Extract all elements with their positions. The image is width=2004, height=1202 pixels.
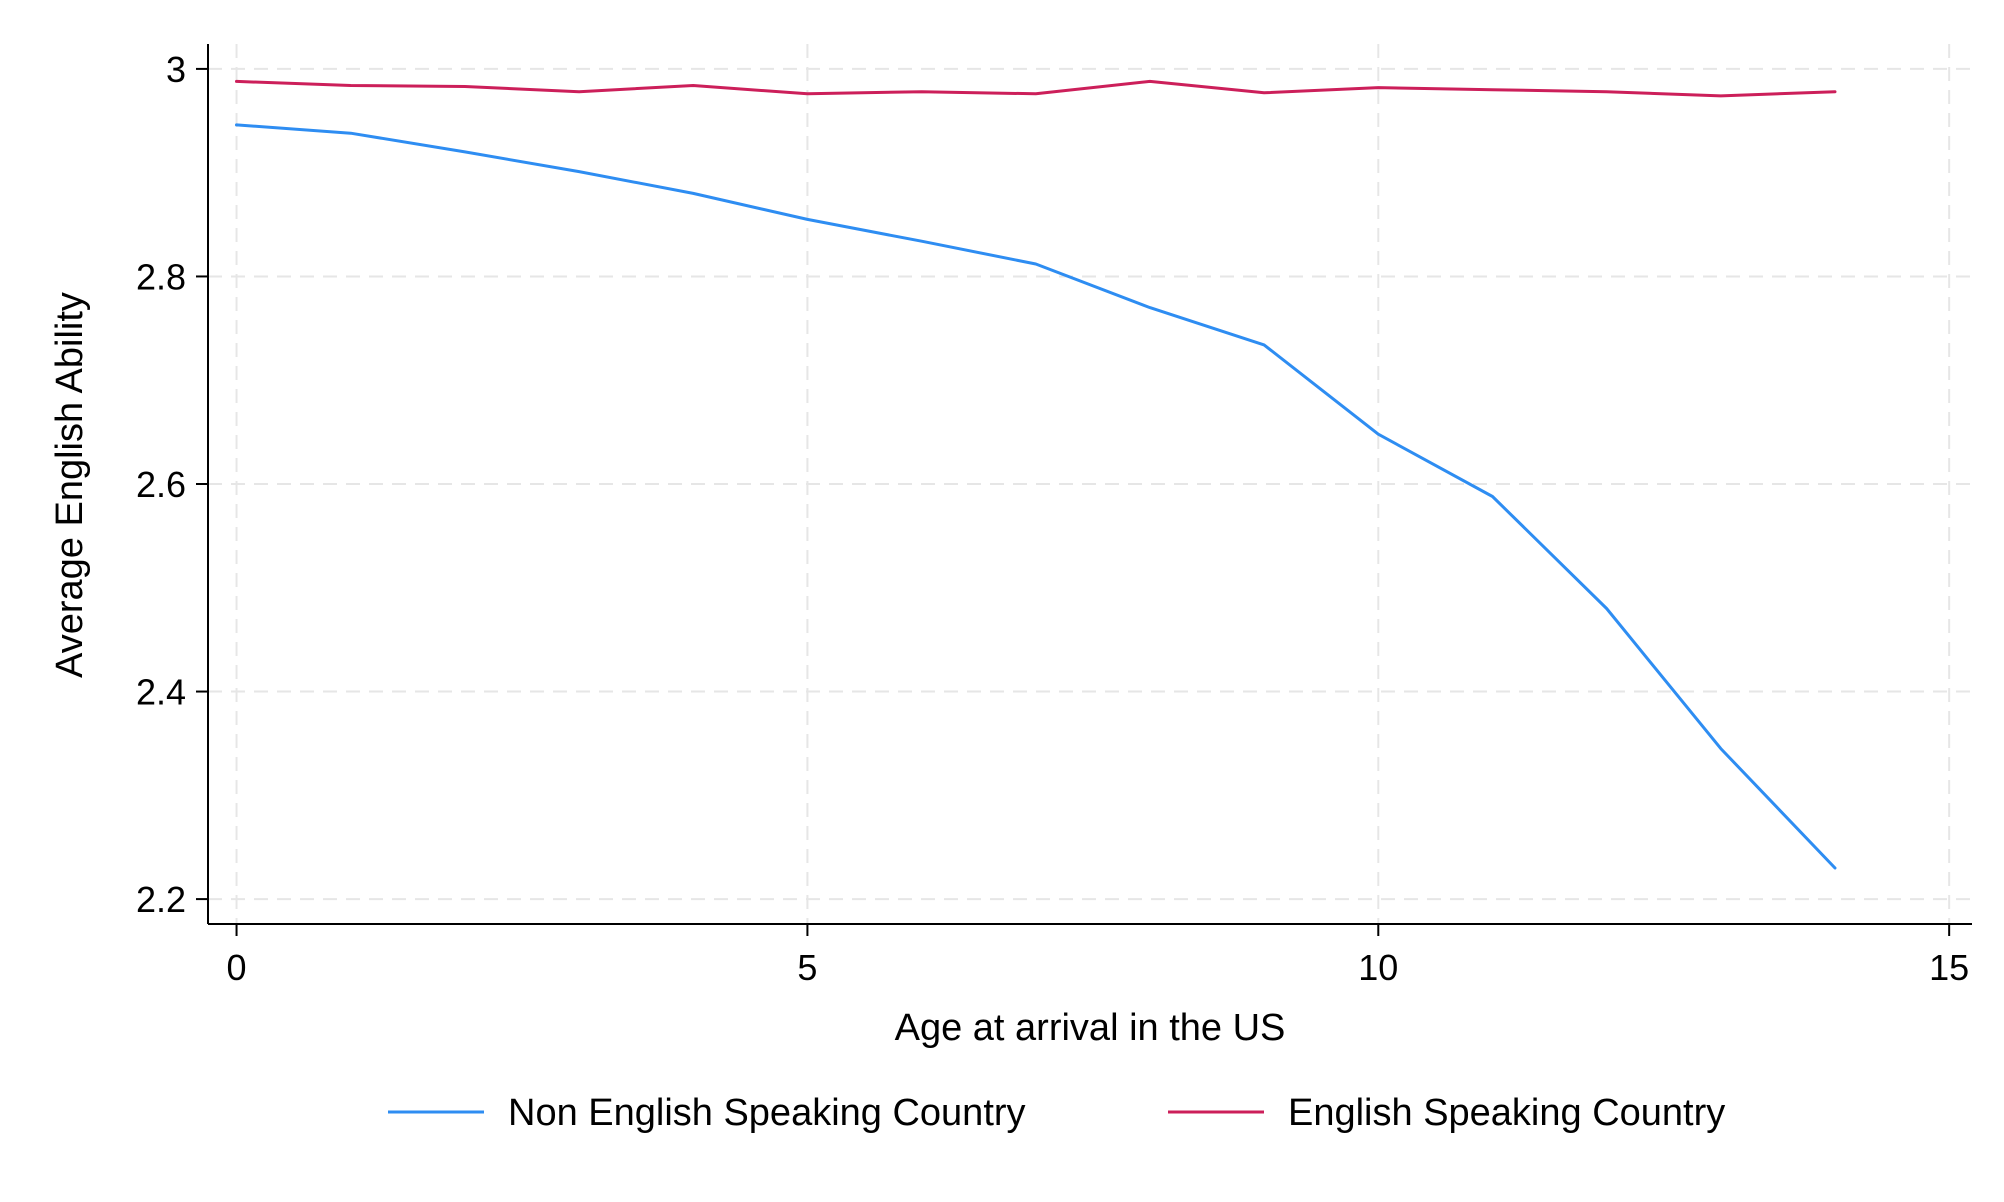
legend-label-1: Non English Speaking Country [508, 1092, 1026, 1134]
series-line-2 [235, 79, 1837, 98]
y-axis-label: Average English Ability [49, 292, 91, 678]
x-tick-label: 15 [1929, 947, 1969, 988]
legend: Non English Speaking Country English Spea… [388, 1092, 1725, 1134]
y-tick-label: 2.4 [136, 672, 186, 713]
x-axis-ticks: 0 5 10 15 [227, 924, 1969, 988]
y-tick-label: 2.6 [136, 464, 186, 505]
x-tick-label: 5 [797, 947, 817, 988]
x-tick-label: 10 [1358, 947, 1398, 988]
y-tick-label: 3 [166, 49, 186, 90]
y-axis-ticks: 2.2 2.4 2.6 2.8 3 [136, 49, 208, 920]
series-lines [235, 79, 1837, 870]
legend-label-2: English Speaking Country [1288, 1092, 1725, 1134]
y-tick-label: 2.2 [136, 879, 186, 920]
grid-lines [208, 44, 1972, 924]
x-axis-label: Age at arrival in the US [895, 1007, 1286, 1049]
series-line-1 [235, 123, 1837, 870]
x-tick-label: 0 [227, 947, 247, 988]
y-tick-label: 2.8 [136, 256, 186, 297]
